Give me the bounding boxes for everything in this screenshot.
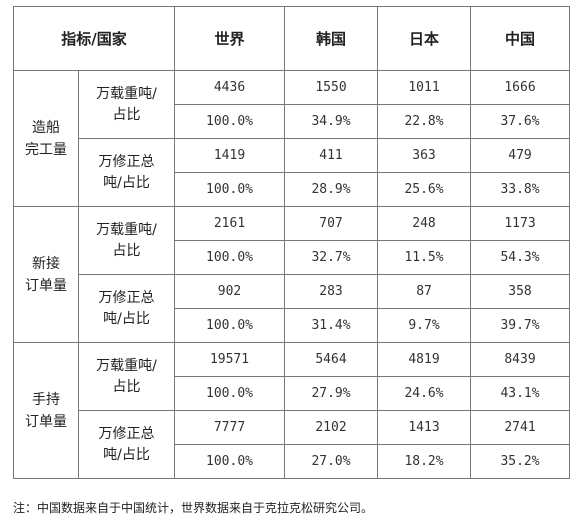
table-row: 100.0% 28.9% 25.6% 33.8% (14, 172, 571, 207)
table-row: 新接 订单量 万载重吨/占比 2161 707 248 1173 (13, 206, 571, 343)
share-cell-world: 100.0% (174, 444, 286, 479)
value-cell-korea: 5464 (284, 342, 379, 377)
column-header-japan: 日本 (377, 6, 472, 71)
value-cell-japan: 363 (377, 138, 472, 173)
table-row: 万修正总 吨/占比 902 283 87 358 (14, 274, 571, 343)
share-cell-japan: 18.2% (377, 444, 472, 479)
category-label-line: 订单量 (25, 413, 67, 430)
category-cell: 新接 订单量 (13, 206, 79, 343)
category-label-line: 新接 (32, 255, 60, 272)
value-cell-japan: 1413 (377, 410, 472, 445)
value-cell-china: 358 (470, 274, 571, 309)
value-cell-china: 1173 (470, 206, 571, 241)
unit-label-line: 万修正总 (98, 153, 155, 170)
value-cell-japan: 4819 (377, 342, 472, 377)
share-cell-korea: 34.9% (284, 104, 379, 139)
value-cell-world: 19571 (174, 342, 286, 377)
value-cell-world: 7777 (174, 410, 286, 445)
unit-label-line: 占比 (112, 378, 141, 395)
share-cell-china: 37.6% (470, 104, 571, 139)
share-cell-china: 33.8% (470, 172, 571, 207)
table-row: 手持 订单量 万载重吨/占比 19571 5464 4819 8439 (13, 342, 571, 479)
share-cell-korea: 28.9% (284, 172, 379, 207)
value-cell-china: 1666 (470, 70, 571, 105)
unit-cell: 万载重吨/占比 (77, 70, 176, 139)
value-cell-korea: 411 (284, 138, 379, 173)
value-cell-china: 479 (470, 138, 571, 173)
table-row: 造船 完工量 万载重吨/占比 4436 1550 1011 1666 (13, 70, 571, 207)
unit-cell: 万载重吨/占比 (77, 342, 176, 411)
shipbuilding-statistics-table: 指标/国家 世界 韩国 日本 中国 造船 完工量 万载重吨/占比 4436 1550 10… (12, 6, 571, 479)
table-body: 造船 完工量 万载重吨/占比 4436 1550 1011 1666 100.0% 34.9% 2… (13, 70, 571, 479)
table-row: 100.0% 27.0% 18.2% 35.2% (14, 444, 571, 479)
column-header-china: 中国 (470, 6, 571, 71)
unit-label-line: 吨/占比 (103, 174, 150, 191)
unit-cell: 万修正总吨/占比 (77, 138, 176, 207)
share-cell-korea: 32.7% (284, 240, 379, 275)
value-cell-world: 902 (174, 274, 286, 309)
share-cell-japan: 22.8% (377, 104, 472, 139)
share-cell-japan: 9.7% (377, 308, 472, 343)
share-cell-japan: 11.5% (377, 240, 472, 275)
value-cell-world: 2161 (174, 206, 286, 241)
unit-label-line: 万载重吨/ (96, 221, 157, 238)
share-cell-china: 39.7% (470, 308, 571, 343)
unit-cell: 万载重吨/占比 (77, 206, 176, 275)
table-row: 100.0% 31.4% 9.7% 39.7% (14, 308, 571, 343)
table-header: 指标/国家 世界 韩国 日本 中国 (12, 6, 571, 71)
table-row: 万修正总 吨/占比 7777 2102 1413 2741 (14, 410, 571, 479)
share-cell-japan: 24.6% (377, 376, 472, 411)
category-cell: 手持 订单量 (13, 342, 79, 479)
share-cell-china: 35.2% (470, 444, 571, 479)
share-cell-china: 54.3% (470, 240, 571, 275)
share-cell-china: 43.1% (470, 376, 571, 411)
table-row: 万修正总 吨/占比 1419 411 363 479 (14, 138, 571, 207)
share-cell-korea: 27.9% (284, 376, 379, 411)
share-cell-world: 100.0% (174, 240, 286, 275)
category-label-line: 手持 (32, 391, 60, 408)
unit-label-line: 吨/占比 (103, 446, 150, 463)
value-cell-world: 4436 (174, 70, 286, 105)
value-cell-world: 1419 (174, 138, 286, 173)
share-cell-world: 100.0% (174, 308, 286, 343)
indicator-country-header: 指标/国家 (12, 6, 176, 71)
unit-label-line: 吨/占比 (103, 310, 150, 327)
share-cell-world: 100.0% (174, 172, 286, 207)
value-cell-japan: 87 (377, 274, 472, 309)
column-header-korea: 韩国 (284, 6, 379, 71)
value-cell-china: 2741 (470, 410, 571, 445)
value-cell-korea: 2102 (284, 410, 379, 445)
value-cell-japan: 1011 (377, 70, 472, 105)
share-cell-world: 100.0% (174, 104, 286, 139)
value-cell-korea: 283 (284, 274, 379, 309)
unit-cell: 万修正总吨/占比 (77, 274, 176, 343)
table-row: 100.0% 27.9% 24.6% 43.1% (14, 376, 571, 411)
unit-label-line: 万修正总 (98, 425, 155, 442)
unit-label-line: 万载重吨/ (96, 85, 157, 102)
value-cell-china: 8439 (470, 342, 571, 377)
table-row: 100.0% 32.7% 11.5% 54.3% (14, 240, 571, 275)
value-cell-korea: 707 (284, 206, 379, 241)
unit-label-line: 占比 (112, 106, 141, 123)
category-cell: 造船 完工量 (13, 70, 79, 207)
category-label-line: 订单量 (25, 277, 67, 294)
unit-cell: 万修正总吨/占比 (77, 410, 176, 479)
share-cell-world: 100.0% (174, 376, 286, 411)
source-note: 注：中国数据来自于中国统计，世界数据来自于克拉克松研究公司。 (13, 501, 374, 515)
unit-label-line: 万载重吨/ (96, 357, 157, 374)
unit-label-line: 占比 (112, 242, 141, 259)
value-cell-japan: 248 (377, 206, 472, 241)
column-header-world: 世界 (174, 6, 286, 71)
table-row: 100.0% 34.9% 22.8% 37.6% (14, 104, 571, 139)
share-cell-korea: 27.0% (284, 444, 379, 479)
unit-label-line: 万修正总 (98, 289, 155, 306)
category-label-line: 完工量 (25, 141, 67, 158)
value-cell-korea: 1550 (284, 70, 379, 105)
category-label-line: 造船 (32, 119, 60, 136)
share-cell-korea: 31.4% (284, 308, 379, 343)
share-cell-japan: 25.6% (377, 172, 472, 207)
